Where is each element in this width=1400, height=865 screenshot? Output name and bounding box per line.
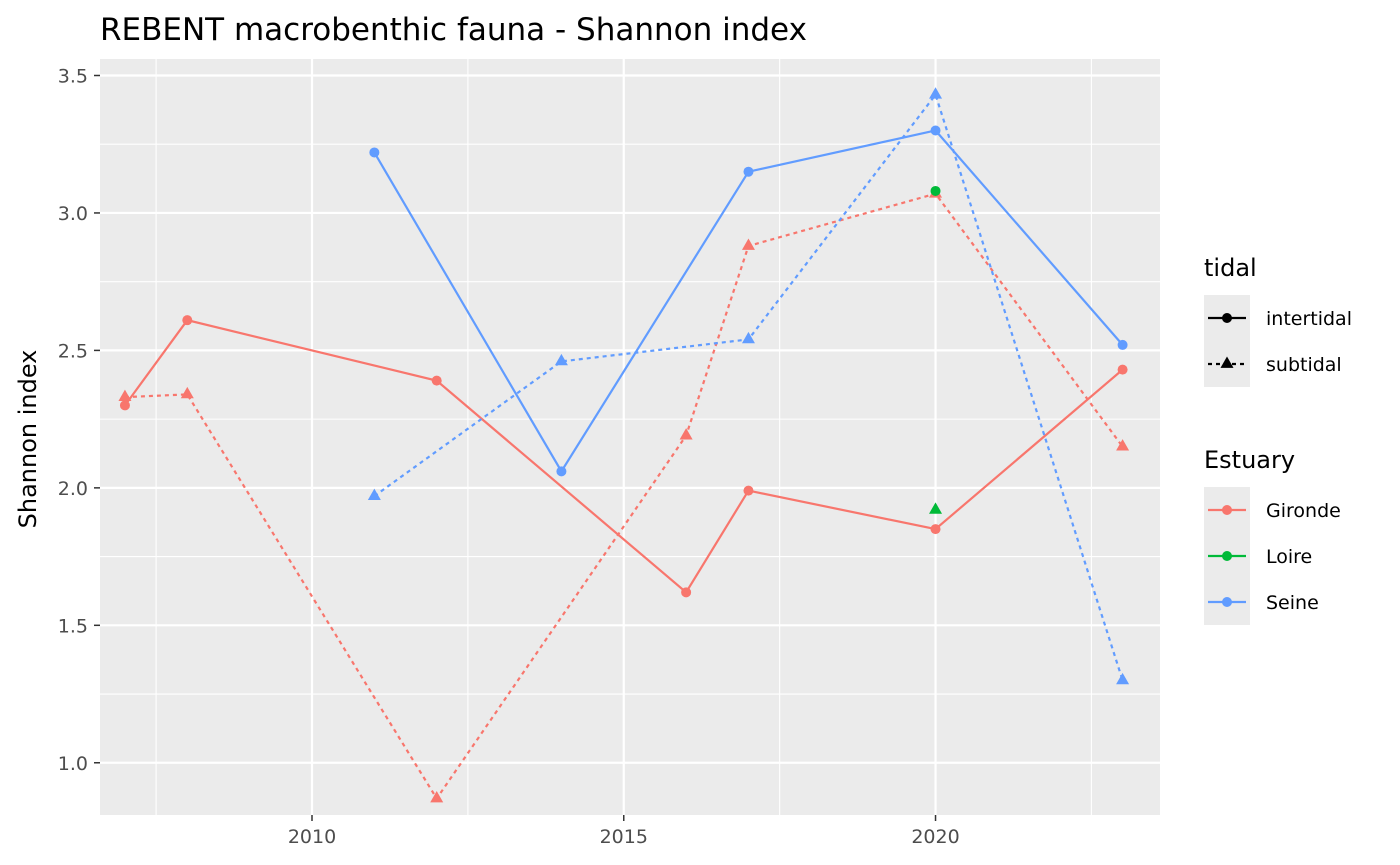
grid-minor bbox=[100, 59, 1160, 815]
data-point-gironde-intertidal bbox=[119, 400, 130, 411]
legend-key-circle bbox=[1222, 313, 1232, 323]
y-axis-title: Shannon index bbox=[14, 350, 42, 529]
x-tick-label: 2020 bbox=[911, 826, 959, 848]
series-loire-subtidal bbox=[929, 502, 943, 514]
legend: tidal intertidal subtidal Estuary Gironde Loi… bbox=[1204, 254, 1352, 625]
legend-key-circle bbox=[1222, 597, 1232, 607]
y-tick-label: 2.5 bbox=[58, 340, 88, 362]
y-tick-label: 1.0 bbox=[58, 753, 88, 775]
x-tick-label: 2010 bbox=[288, 826, 336, 848]
legend-title-tidal: tidal bbox=[1204, 254, 1257, 282]
series-seine-subtidal bbox=[367, 87, 1130, 685]
y-tick-label: 3.0 bbox=[58, 203, 88, 225]
y-tick-label: 1.5 bbox=[58, 615, 88, 637]
plot-panel bbox=[100, 59, 1160, 815]
data-point-seine-intertidal bbox=[743, 166, 754, 177]
data-point-seine-subtidal bbox=[1116, 672, 1130, 685]
data-point-gironde-intertidal bbox=[681, 587, 692, 598]
data-point-gironde-intertidal bbox=[182, 315, 193, 326]
legend-title-estuary: Estuary bbox=[1204, 446, 1295, 474]
data-point-gironde-intertidal bbox=[743, 485, 754, 496]
data-point-seine-subtidal bbox=[367, 488, 381, 501]
legend-key-circle bbox=[1222, 505, 1232, 515]
legend-label: intertidal bbox=[1266, 308, 1352, 330]
series-seine-intertidal bbox=[369, 125, 1128, 477]
data-point-seine-subtidal bbox=[929, 87, 943, 99]
chart-title: REBENT macrobenthic fauna - Shannon inde… bbox=[100, 12, 807, 48]
data-point-gironde-intertidal bbox=[1117, 364, 1128, 375]
series-gironde-intertidal bbox=[119, 315, 1128, 598]
legend-key-triangle bbox=[1220, 356, 1234, 368]
data-point-gironde-subtidal bbox=[1116, 439, 1130, 451]
y-axis: 1.0 1.5 2.0 2.5 3.0 3.5 bbox=[58, 65, 100, 775]
grid-major bbox=[100, 59, 1160, 815]
data-point-gironde-subtidal bbox=[430, 791, 444, 803]
series-loire-intertidal bbox=[930, 185, 941, 196]
legend-label: Seine bbox=[1266, 592, 1319, 614]
data-point-seine-intertidal bbox=[556, 466, 567, 477]
data-point-seine-intertidal bbox=[930, 125, 941, 136]
data-point-seine-subtidal bbox=[741, 331, 755, 344]
x-axis: 2010 2015 2020 bbox=[288, 815, 960, 848]
x-tick-label: 2015 bbox=[600, 826, 648, 848]
legend-label: Gironde bbox=[1266, 500, 1341, 522]
data-point-seine-intertidal bbox=[1117, 339, 1128, 350]
data-point-seine-intertidal bbox=[369, 147, 380, 158]
data-point-gironde-intertidal bbox=[930, 524, 941, 535]
data-point-gironde-subtidal bbox=[741, 238, 755, 250]
legend-label: subtidal bbox=[1266, 354, 1342, 376]
y-tick-label: 2.0 bbox=[58, 478, 88, 500]
data-point-gironde-subtidal bbox=[118, 389, 132, 402]
data-point-loire-subtidal bbox=[929, 502, 943, 514]
legend-key-circle bbox=[1222, 551, 1232, 561]
legend-label: Loire bbox=[1266, 546, 1312, 568]
y-tick-label: 3.5 bbox=[58, 65, 88, 87]
data-point-gironde-subtidal bbox=[679, 428, 693, 440]
data-point-gironde-intertidal bbox=[431, 375, 442, 386]
series-layer bbox=[118, 87, 1130, 803]
data-point-loire-intertidal bbox=[930, 185, 941, 196]
legend-key-background bbox=[1204, 295, 1250, 387]
data-point-gironde-subtidal bbox=[180, 386, 194, 399]
data-point-seine-subtidal bbox=[554, 353, 568, 366]
